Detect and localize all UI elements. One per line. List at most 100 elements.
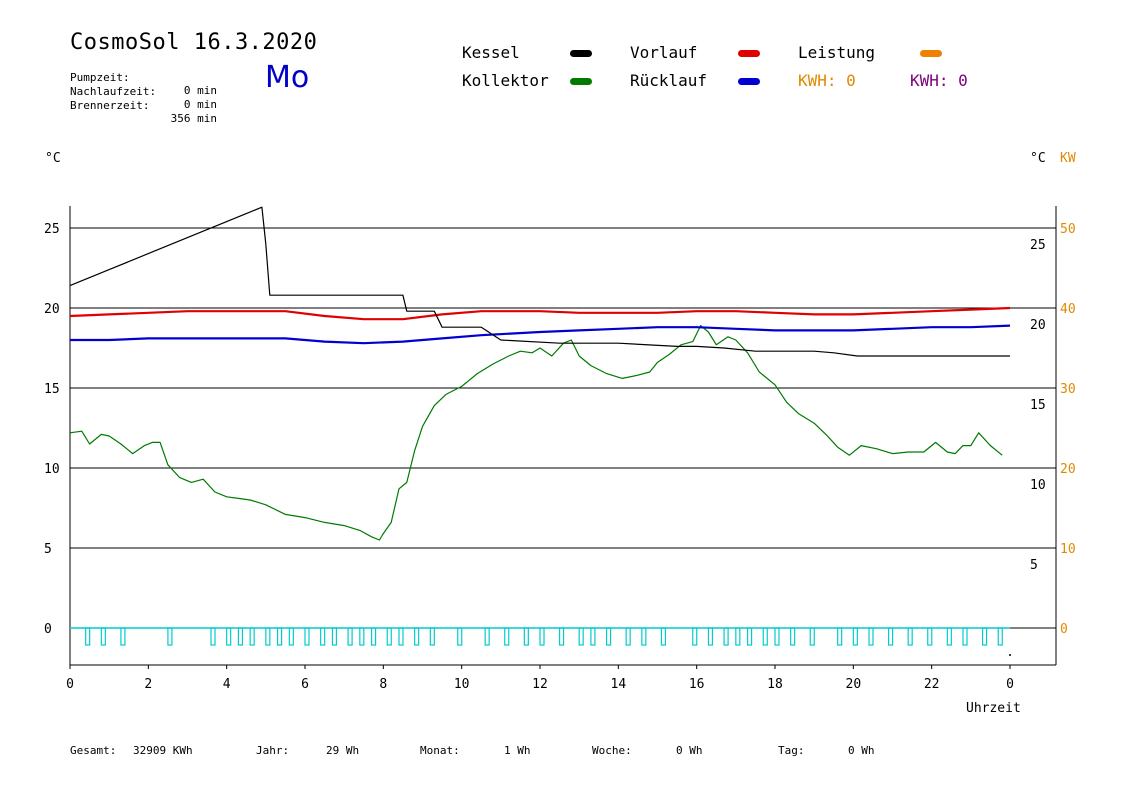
pump-pulse: [707, 627, 714, 646]
footer-woche-label: Woche:: [592, 744, 632, 757]
series-kollektor-line: [69, 325, 1003, 541]
x-tick-label: 22: [924, 677, 940, 692]
legend-ruecklauf-label: Rücklauf: [630, 71, 708, 90]
pump-pulse: [762, 627, 768, 646]
series-vorlauf-line: [69, 306, 1011, 321]
pump-pulse: [484, 627, 490, 646]
pump-pulse: [962, 627, 968, 646]
footer-monat-value: 1 Wh: [504, 744, 531, 757]
pump-pulse: [558, 627, 565, 646]
footer-woche-value: 0 Wh: [676, 744, 703, 757]
legend-kwh-purple: KWH: 0: [910, 71, 968, 90]
x-tick-label: 16: [689, 677, 705, 692]
chart-title: CosmoSol 16.3.2020: [70, 30, 318, 55]
right-axis-temp-unit: °C: [1030, 151, 1046, 166]
pump-pulse: [625, 627, 631, 646]
pump-pulse: [981, 627, 988, 646]
right-temp-tick-label: 5: [1030, 558, 1038, 573]
left-tick-label: 5: [44, 542, 52, 557]
footer-jahr-value: 29 Wh: [326, 744, 360, 757]
weekday-label: Mo: [265, 60, 310, 95]
stat-value: 0 min: [183, 98, 217, 111]
series-ruecklauf-line: [70, 324, 1011, 345]
right-temp-tick-label: 25: [1030, 238, 1046, 253]
stat-label: Nachlaufzeit:: [70, 85, 157, 98]
right-temp-tick-label: 20: [1030, 318, 1046, 333]
footer-gesamt-value: 32909 KWh: [133, 744, 193, 757]
right-temp-tick-label: 15: [1030, 398, 1046, 413]
pump-pulse: [746, 627, 753, 646]
x-tick-label: 10: [454, 677, 470, 692]
pump-pulse: [790, 627, 796, 646]
right-temp-tick-label: 10: [1030, 478, 1046, 493]
left-tick-label: 10: [44, 462, 60, 477]
x-tick-label: 0: [66, 677, 74, 692]
pump-pulse: [692, 627, 698, 646]
x-tick-label: 2: [144, 677, 152, 692]
legend-kollektor-swatch: [570, 78, 592, 85]
legend-vorlauf-swatch: [738, 50, 760, 57]
pump-pulse: [590, 627, 596, 646]
stat-nachlaufzeit: Nachlaufzeit: 0 min: [70, 72, 217, 111]
legend-vorlauf-label: Vorlauf: [630, 43, 698, 62]
stat-brennerzeit: Brennerzeit: 356 min: [70, 86, 217, 125]
left-tick-label: 15: [44, 382, 60, 397]
pump-pulse: [331, 627, 338, 646]
pump-pulse: [927, 627, 933, 646]
right-power-tick-label: 20: [1060, 462, 1076, 477]
pump-pulse: [997, 627, 1003, 646]
legend-leistung-swatch: [920, 50, 942, 57]
pump-pulse: [457, 627, 463, 646]
legend-kessel-label: Kessel: [462, 43, 520, 62]
left-tick-label: 0: [44, 622, 52, 637]
legend-kollektor-label: Kollektor: [462, 71, 549, 90]
x-tick-label: 18: [767, 677, 783, 692]
right-power-tick-label: 50: [1060, 222, 1076, 237]
pump-pulse: [735, 627, 741, 646]
footer-tag-label: Tag:: [778, 744, 805, 757]
pump-pulse: [398, 627, 404, 646]
footer-monat-label: Monat:: [420, 744, 460, 757]
pump-pulse: [523, 627, 529, 646]
stat-pumpzeit: Pumpzeit: 0 min: [70, 58, 217, 97]
legend-leistung-label: Leistung: [798, 43, 876, 62]
pump-pulse: [887, 627, 894, 646]
right-power-tick-label: 30: [1060, 382, 1076, 397]
stat-value: 356 min: [170, 112, 217, 125]
end-marker: [1009, 654, 1011, 656]
pump-pulse: [660, 627, 667, 646]
pump-pulse: [907, 627, 913, 646]
right-axis-power-unit: KW: [1060, 151, 1076, 166]
pump-pulse: [414, 627, 420, 646]
series-kessel-line: [69, 206, 1010, 357]
legend-kwh-orange: KWH: 0: [798, 71, 856, 90]
pump-pulse: [276, 627, 283, 646]
right-power-tick-label: 10: [1060, 542, 1076, 557]
pump-pulse: [320, 627, 326, 646]
legend-ruecklauf-swatch: [738, 78, 760, 85]
pump-pulse: [641, 627, 647, 646]
footer-gesamt-label: Gesamt:: [70, 744, 117, 757]
pump-pulse: [370, 627, 377, 646]
pump-pulse: [868, 627, 874, 646]
pump-pulse: [723, 627, 729, 646]
pump-pulse: [429, 627, 435, 646]
pump-pulse: [386, 627, 392, 646]
stat-value: 0 min: [183, 84, 217, 97]
legend-kessel-swatch: [570, 50, 592, 57]
pump-pulse: [946, 627, 952, 646]
footer-tag-value: 0 Wh: [848, 744, 875, 757]
pump-pulse: [249, 627, 255, 646]
pump-pulse: [852, 627, 858, 646]
x-tick-label: 8: [379, 677, 387, 692]
pump-pulse: [237, 627, 244, 646]
pump-pulse: [809, 627, 815, 646]
pump-pulse: [100, 627, 106, 646]
pump-pulse: [304, 627, 310, 646]
pump-pulse: [578, 627, 584, 646]
footer-jahr-label: Jahr:: [256, 744, 290, 757]
stat-label: Pumpzeit:: [70, 71, 130, 84]
x-tick-label: 20: [846, 677, 862, 692]
right-power-tick-label: 40: [1060, 302, 1076, 317]
left-tick-label: 25: [44, 222, 60, 237]
